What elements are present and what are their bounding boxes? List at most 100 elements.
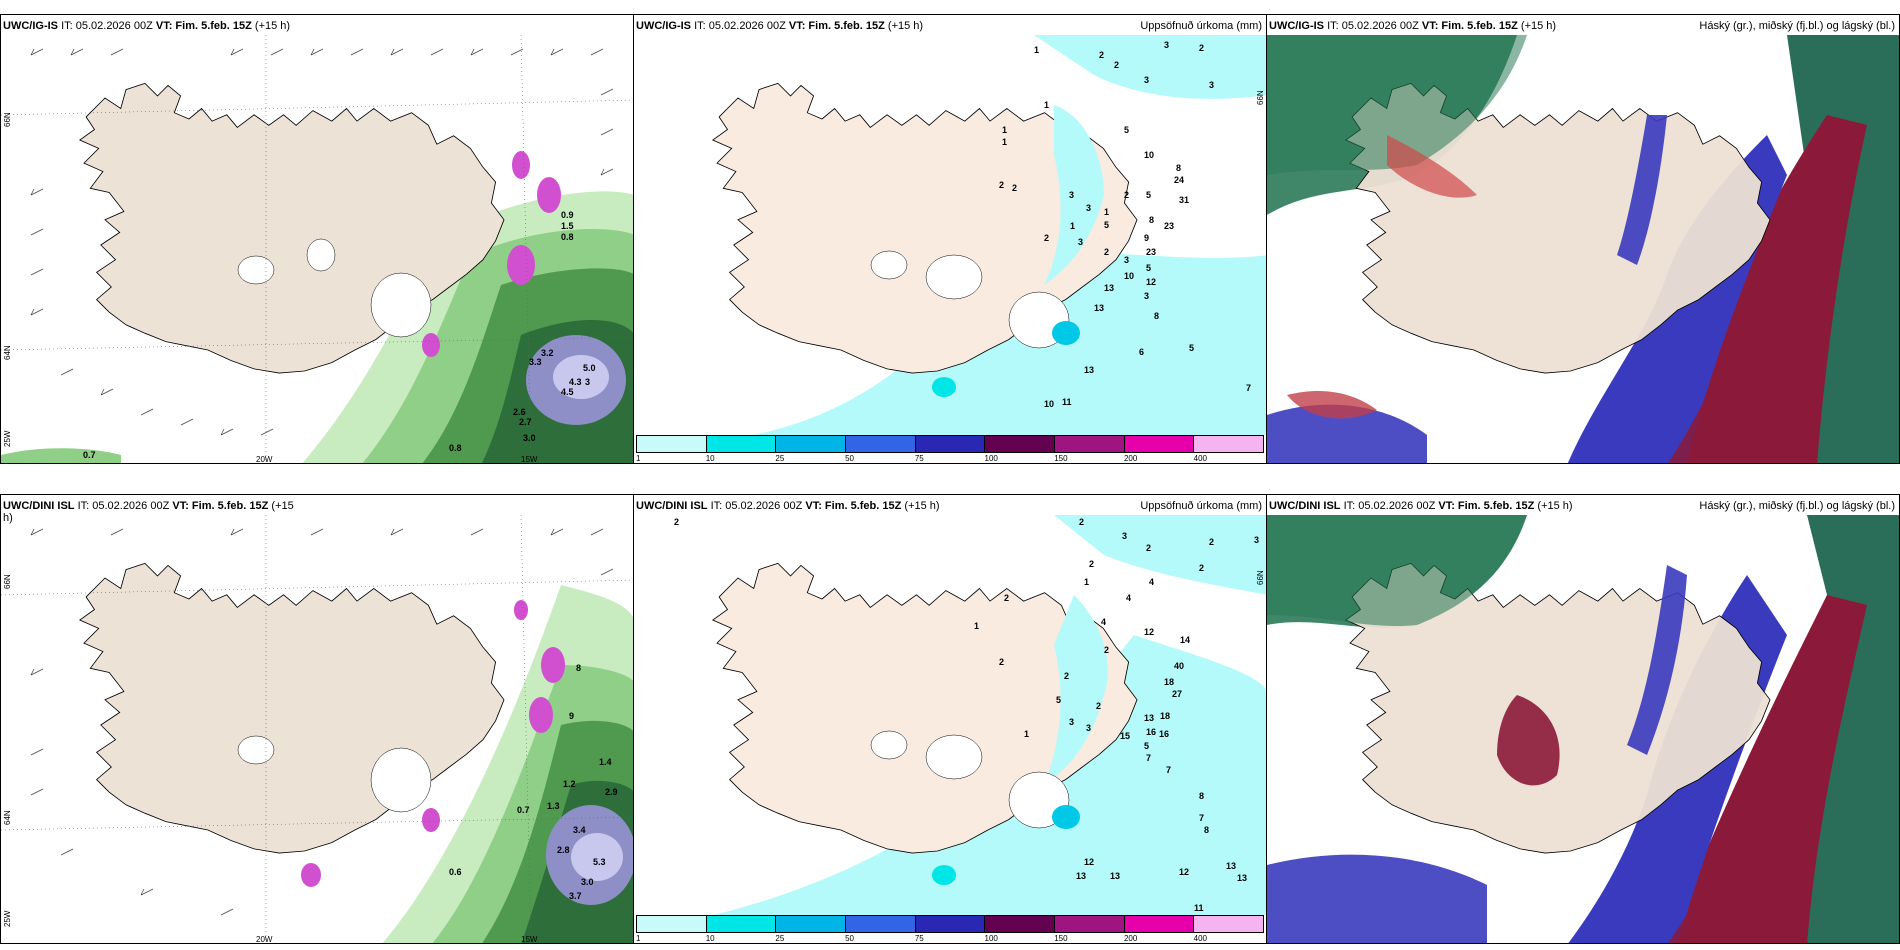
issue-time: IT: 05.02.2026 00Z — [694, 20, 786, 32]
colorbar-tick: 10 — [705, 454, 715, 463]
value-label: 3 — [1144, 291, 1150, 301]
panel-precip-bottom: UWC/DINI ISL IT: 05.02.2026 00Z VT: Fim.… — [633, 494, 1267, 944]
panel-title: Uppsöfnuð úrkoma (mm) — [1140, 20, 1262, 32]
value-label: 18 — [1164, 677, 1175, 687]
value-label: 3 — [1086, 723, 1092, 733]
value-label: 8 — [1204, 825, 1210, 835]
valid-label: VT: — [1421, 20, 1439, 32]
value-label: 11 — [1062, 397, 1072, 407]
lead-time: (+15 — [271, 500, 294, 512]
value-label: 13 — [1226, 861, 1237, 871]
value-label: 1.3 — [547, 801, 560, 811]
issue-time: IT: 05.02.2026 00Z — [61, 20, 153, 32]
value-label: 1.2 — [563, 779, 576, 789]
value-label: 5 — [1124, 125, 1130, 135]
lead-time: (+15 h) — [887, 20, 924, 32]
lat-label: 66N — [3, 574, 12, 589]
value-label: 2.7 — [519, 417, 532, 427]
value-label: 23 — [1164, 221, 1175, 231]
valid-time: Fim. 5.feb. 15Z — [808, 20, 885, 32]
lat-label: 66N — [1256, 570, 1265, 585]
colorbar-tick: 200 — [1123, 934, 1138, 943]
value-label: 9 — [1144, 233, 1150, 243]
colorbar-swatch — [1124, 916, 1195, 932]
colorbar-swatch — [1055, 916, 1125, 932]
value-label: 2 — [1044, 233, 1050, 243]
value-label: 3 — [585, 377, 591, 387]
value-label: 6 — [1139, 347, 1145, 357]
value-label: 2.9 — [605, 787, 618, 797]
value-label: 1 — [1024, 729, 1030, 739]
value-label: 9 — [569, 711, 575, 721]
value-label: 4.3 — [569, 377, 582, 387]
value-label: 13 — [1094, 303, 1105, 313]
value-label: 2 — [1099, 50, 1105, 60]
valid-time: Fim. 5.feb. 15Z — [1457, 500, 1535, 512]
map-precip-bottom — [634, 495, 1266, 943]
value-label: 2 — [1199, 43, 1205, 53]
model-name: UWC/DINI ISL — [1269, 500, 1341, 512]
colorbar-swatch — [776, 916, 847, 932]
lead-time: (+15 h) — [904, 500, 940, 512]
value-label: 1 — [1084, 577, 1090, 587]
value-label: 16 — [1146, 727, 1157, 737]
value-label: 3 — [1254, 535, 1260, 545]
value-label: 10 — [1044, 399, 1055, 409]
value-label: 2.6 — [513, 407, 526, 417]
value-label: 1 — [1034, 45, 1040, 55]
colorbar-tick: 50 — [845, 454, 855, 463]
value-label: 3 — [1209, 80, 1215, 90]
value-label: 3 — [1144, 75, 1150, 85]
colorbar-tick: 400 — [1193, 454, 1208, 463]
valid-label: VT: — [805, 500, 822, 512]
value-label: 2 — [1199, 563, 1205, 573]
issue-time: IT: 05.02.2026 00Z — [710, 500, 803, 512]
value-label: 3.0 — [523, 433, 536, 443]
value-label: 0.7 — [517, 805, 530, 815]
colorbar — [636, 435, 1264, 453]
colorbar-swatch — [706, 916, 777, 932]
colorbar-swatch — [985, 436, 1056, 452]
map-cloud-top — [1267, 15, 1899, 463]
model-name: UWC/IG-IS — [3, 20, 58, 32]
value-label: 18 — [1160, 711, 1171, 721]
value-label: 2 — [1096, 701, 1102, 711]
panel-header: UWC/DINI ISL IT: 05.02.2026 00Z VT: Fim.… — [636, 500, 940, 512]
panel-wind-bottom: UWC/DINI ISL IT: 05.02.2026 00Z VT: Fim.… — [0, 494, 634, 944]
lead-time: (+15 h) — [254, 20, 291, 32]
issue-time: IT: 05.02.2026 00Z — [1327, 20, 1419, 32]
value-label: 7 — [1146, 753, 1152, 763]
colorbar-swatch — [846, 436, 916, 452]
value-label: 7 — [1166, 765, 1172, 775]
lat-label: 64N — [3, 345, 12, 360]
value-label: 3.3 — [529, 357, 542, 367]
value-label: 1 — [1070, 221, 1076, 231]
value-label: 2 — [1064, 671, 1070, 681]
value-label: 24 — [1174, 175, 1185, 185]
value-label: 13 — [1144, 713, 1155, 723]
valid-label: VT: — [788, 20, 806, 32]
value-label: 10 — [1144, 150, 1155, 160]
value-label: 7 — [1246, 383, 1252, 393]
value-label: 3.4 — [573, 825, 586, 835]
lon-label: 15W — [521, 455, 538, 464]
issue-time: IT: 05.02.2026 00Z — [1343, 500, 1436, 512]
lon-label: 25W — [3, 430, 12, 447]
value-label: 8 — [1176, 163, 1182, 173]
value-label: 3 — [1069, 717, 1075, 727]
value-label: 2 — [1089, 559, 1095, 569]
panel-title: Uppsöfnuð úrkoma (mm) — [1140, 500, 1262, 512]
value-label: 0.8 — [561, 232, 574, 242]
map-cloud-bottom — [1267, 495, 1899, 943]
colorbar-swatch — [915, 436, 986, 452]
value-label: 40 — [1174, 661, 1185, 671]
value-label: 5 — [1189, 343, 1195, 353]
colorbar-ticks: 1 10 25 50 75 100 150 200 400 — [636, 934, 1264, 943]
value-label: 12 — [1146, 277, 1157, 287]
value-label: 5 — [1056, 695, 1062, 705]
colorbar-tick: 200 — [1123, 454, 1138, 463]
value-label: 7 — [1199, 813, 1205, 823]
value-label: 13 — [1104, 283, 1115, 293]
value-label: 8 — [1149, 215, 1155, 225]
colorbar-tick: 10 — [705, 934, 715, 943]
